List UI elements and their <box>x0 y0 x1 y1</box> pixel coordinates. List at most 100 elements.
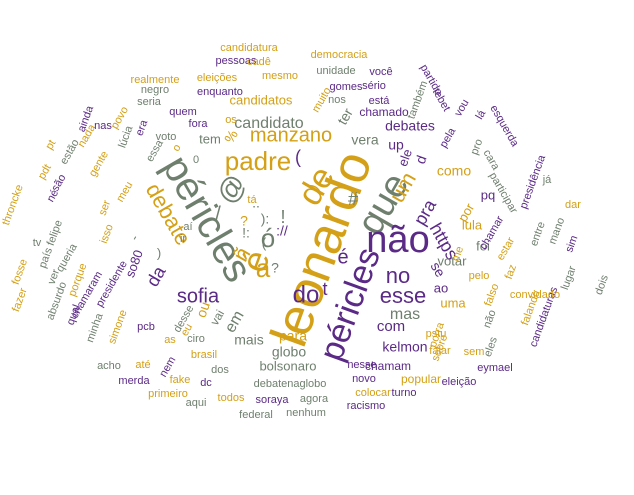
word-symbol: ? <box>271 260 279 276</box>
word-unidade: unidade <box>316 65 355 77</box>
word-tambem: também <box>405 79 430 120</box>
word-symbol: .. <box>252 195 260 211</box>
word-esse: esse <box>380 283 426 308</box>
word-agora: agora <box>300 393 329 405</box>
word-estar: estar <box>495 235 518 262</box>
word-absurdo: absurdo <box>44 280 69 321</box>
word-gomes: gomes <box>329 81 363 93</box>
word-estao: estão <box>58 137 82 166</box>
word-realmente: realmente <box>131 74 180 86</box>
word-como: como <box>437 163 471 179</box>
word-ciro: ciro <box>187 333 205 345</box>
word-se: se <box>427 259 448 280</box>
word-novo: novo <box>352 373 376 385</box>
word-convidado: convidado <box>510 289 560 301</box>
word-pela: pela <box>438 125 459 150</box>
word-felipe: felipe <box>45 219 65 248</box>
word-throncke: throncke <box>0 183 26 227</box>
word-dar: dar <box>565 199 581 211</box>
word-eymael: eymael <box>477 362 512 374</box>
word-ao: ao <box>434 280 448 295</box>
word-uma: uma <box>440 295 466 310</box>
word-candidato: candidato <box>234 115 303 132</box>
word-vera: vera <box>351 132 378 148</box>
word-merda: merda <box>118 375 150 387</box>
word-falso: falso <box>482 282 501 308</box>
word-dos: dos <box>211 364 229 376</box>
word-tv: tv <box>33 237 42 249</box>
word-debatenaglobo: debatenaglobo <box>254 378 327 390</box>
word-a: a <box>256 253 271 283</box>
word-symbol: ! <box>280 207 285 227</box>
word-d: d <box>412 153 430 166</box>
word-sim: sim <box>563 234 580 254</box>
word-symbol: / <box>215 203 221 225</box>
word-sofia: sofia <box>177 285 220 307</box>
word-para: para <box>279 328 307 344</box>
word-0: 0 <box>193 154 199 166</box>
word-pstu: pstu <box>426 328 447 340</box>
word-ele: ele <box>395 147 415 168</box>
word-do: do <box>293 281 320 308</box>
word-pq: pq <box>481 187 495 202</box>
word-colocar: colocar <box>355 387 391 399</box>
word-democracia: democracia <box>311 49 369 61</box>
word-padre: padre <box>225 146 292 176</box>
word-racismo: racismo <box>347 400 386 412</box>
word-nesse: nesse <box>347 359 376 371</box>
word-pdt: pdt <box>36 162 54 181</box>
word-ir: ir <box>180 233 186 245</box>
word-da: da <box>142 262 170 290</box>
word-mais: mais <box>234 332 264 348</box>
word-meu: meu <box>114 180 135 205</box>
word-chamam: chamam <box>365 359 411 373</box>
word-simone: simone <box>106 308 129 345</box>
word-la: lá <box>474 107 489 121</box>
word-ta: tá <box>247 194 257 206</box>
word-federal: federal <box>239 409 273 421</box>
word-candidatura: candidatura <box>220 42 278 54</box>
word-mesmo: mesmo <box>262 70 298 82</box>
word-nos: nos <box>328 94 346 106</box>
word-fazer: fazer <box>10 286 30 313</box>
word-pcb: pcb <box>137 321 155 333</box>
word-eleicao: eleição <box>442 376 477 388</box>
word-popular: popular <box>401 372 441 386</box>
word-vai: vai <box>207 307 227 327</box>
word-bolsonaro: bolsonaro <box>259 358 316 373</box>
word-minha: minha <box>84 311 106 344</box>
word-ne: né <box>45 188 62 205</box>
word-e: é <box>337 246 348 268</box>
word-fora: fora <box>189 118 209 130</box>
word-seria: seria <box>137 96 162 108</box>
word-symbol: :// <box>276 223 288 239</box>
word-as: as <box>164 334 176 346</box>
word-globo: globo <box>272 344 306 360</box>
word-primeiro: primeiro <box>148 388 188 400</box>
word-pelo: pelo <box>469 270 490 282</box>
word-nao: não <box>366 219 429 261</box>
word-entre: entre <box>528 220 548 248</box>
word-lugar: lugar <box>559 264 579 291</box>
word-pt: pt <box>43 138 58 152</box>
word-ja: já <box>542 174 552 186</box>
word-candidatos: candidatos <box>230 92 293 107</box>
word-com: com <box>377 318 405 335</box>
word-era: era <box>134 118 151 138</box>
word-nas: nas <box>94 120 112 132</box>
word-debates: debates <box>385 118 435 134</box>
word-kelmon: kelmon <box>382 339 427 355</box>
word-vou: vou <box>452 97 471 118</box>
word-turno: turno <box>391 387 416 399</box>
word-faz: faz <box>503 263 519 281</box>
word-fosse: fosse <box>10 258 30 287</box>
word-symbol: ( <box>295 147 301 167</box>
word-tem: tem <box>199 131 221 146</box>
word-symbol: ) <box>157 245 161 260</box>
word-gente: gente <box>87 149 111 179</box>
word-isso: isso <box>98 223 116 245</box>
word-enquanto: enquanto <box>197 86 243 98</box>
word-me: me <box>450 245 467 263</box>
word-ver: ver <box>46 267 63 286</box>
